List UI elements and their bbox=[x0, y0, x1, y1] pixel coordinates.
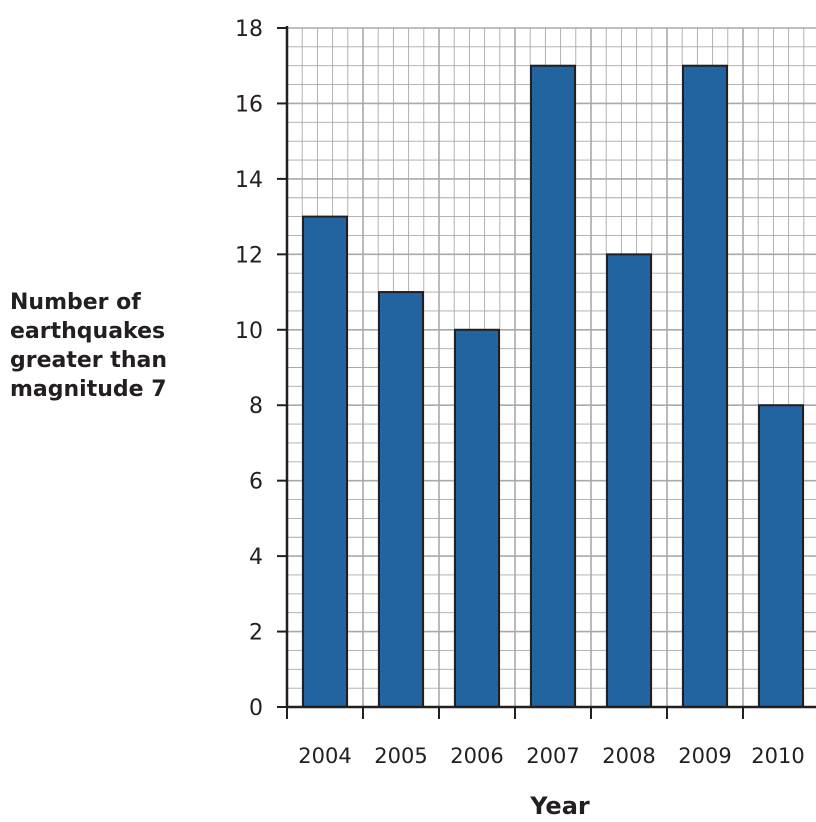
x-tick-label-2009: 2009 bbox=[678, 744, 731, 768]
y-tick-label-16: 16 bbox=[235, 92, 263, 117]
bar-2007 bbox=[530, 64, 576, 708]
bar-2010 bbox=[758, 404, 804, 708]
bar-2004 bbox=[302, 215, 348, 708]
y-tick-label-12: 12 bbox=[235, 243, 263, 268]
y-tick-label-2: 2 bbox=[249, 621, 263, 646]
x-tick-label-2004: 2004 bbox=[298, 744, 351, 768]
x-axis-ticks: 2004 2005 2006 2007 2008 2009 2010 bbox=[286, 707, 805, 768]
axes bbox=[285, 26, 816, 709]
y-tick-label-18: 18 bbox=[235, 17, 263, 42]
bar-2005 bbox=[378, 291, 424, 708]
x-tick-label-2006: 2006 bbox=[450, 744, 503, 768]
bar-2008 bbox=[606, 253, 652, 708]
y-tick-label-0: 0 bbox=[249, 696, 263, 721]
x-tick-label-2005: 2005 bbox=[374, 744, 427, 768]
x-axis-label: Year bbox=[530, 792, 590, 820]
y-tick-label-10: 10 bbox=[235, 319, 263, 344]
bars bbox=[302, 64, 804, 708]
x-tick-label-2007: 2007 bbox=[526, 744, 579, 768]
y-tick-label-14: 14 bbox=[235, 168, 263, 193]
x-tick-label-2008: 2008 bbox=[602, 744, 655, 768]
y-tick-label-4: 4 bbox=[249, 545, 263, 570]
y-axis-label: Number of earthquakes greater than magni… bbox=[10, 290, 167, 402]
bar-2006 bbox=[454, 328, 500, 708]
bar-2009 bbox=[682, 64, 728, 708]
y-tick-label-8: 8 bbox=[249, 394, 263, 419]
y-tick-label-6: 6 bbox=[249, 470, 263, 495]
x-tick-label-2010: 2010 bbox=[751, 744, 804, 768]
y-axis-ticks: 0 2 4 6 8 10 12 14 16 18 bbox=[235, 17, 287, 721]
